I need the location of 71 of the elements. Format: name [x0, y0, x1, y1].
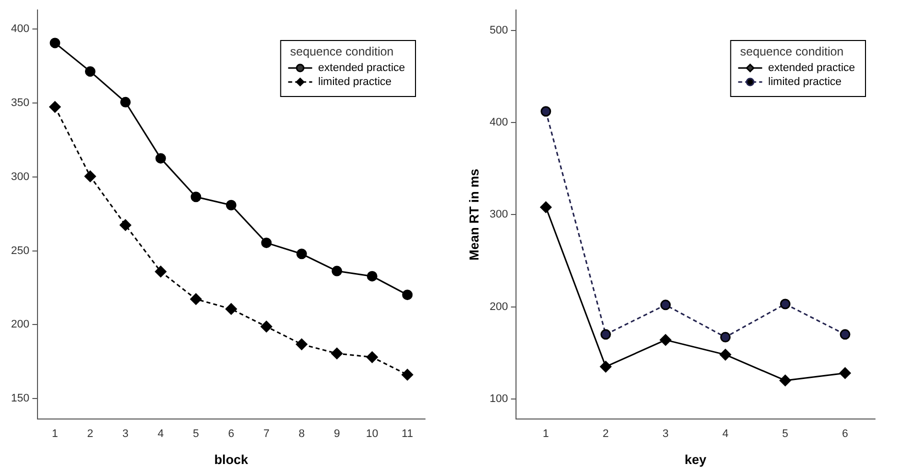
point [402, 290, 413, 300]
x-axis-title: key [684, 452, 708, 467]
point [332, 266, 342, 276]
point [402, 368, 414, 380]
legend-title: sequence condition [740, 44, 844, 58]
point [84, 66, 96, 77]
legend-title: sequence condition [290, 44, 394, 58]
point [120, 96, 131, 108]
point [190, 293, 202, 305]
y-tick-label: 200 [10, 318, 30, 331]
y-tick-label: 350 [10, 97, 30, 110]
point [120, 219, 132, 231]
x-tick-label: 9 [334, 428, 340, 440]
legend-label: extended practice [768, 62, 856, 74]
legend-label: limited practice [768, 76, 842, 88]
point [720, 332, 731, 342]
point [331, 348, 343, 360]
point [540, 201, 552, 213]
y-tick-label: 150 [10, 392, 30, 405]
point [366, 270, 378, 282]
y-tick-label: 400 [10, 23, 30, 36]
legend-label: extended practice [318, 62, 406, 74]
x-tick-label: 11 [402, 428, 414, 440]
x-tick-label: 3 [122, 428, 129, 440]
y-tick-label: 250 [10, 244, 30, 257]
y-tick-label: 200 [490, 300, 508, 313]
point [49, 101, 61, 113]
x-tick-label: 2 [87, 428, 94, 440]
x-tick-label: 8 [298, 428, 305, 440]
point [296, 248, 307, 260]
x-tick-label: 4 [158, 428, 164, 440]
y-tick-label: 500 [490, 24, 508, 36]
x-tick-label: 2 [602, 428, 609, 440]
x-tick-label: 6 [842, 428, 848, 440]
point [839, 367, 851, 379]
x-tick-label: 4 [722, 428, 728, 440]
point [600, 329, 611, 340]
point [50, 38, 60, 48]
x-axis-title: block [214, 452, 249, 467]
point [155, 153, 166, 164]
point [779, 374, 791, 386]
x-tick-label: 1 [52, 428, 58, 440]
point [720, 348, 732, 360]
point [780, 298, 790, 310]
y-tick-label: 400 [490, 116, 508, 128]
x-tick-label: 6 [228, 428, 234, 440]
x-tick-label: 5 [782, 428, 788, 440]
point [84, 170, 96, 182]
x-tick-label: 10 [366, 428, 378, 440]
y-tick-label: 300 [10, 170, 30, 183]
point [660, 334, 672, 346]
x-tick-label: 1 [542, 428, 549, 440]
point [154, 266, 166, 278]
point [840, 329, 850, 340]
point [540, 106, 552, 117]
point [600, 360, 612, 372]
y-tick-label: 100 [490, 392, 508, 405]
point [660, 300, 671, 310]
point [260, 320, 272, 332]
point [296, 338, 308, 350]
legend-label: limited practice [318, 76, 392, 88]
point [261, 238, 272, 248]
point [226, 200, 236, 210]
x-tick-label: 7 [263, 428, 270, 440]
x-tick-label: 3 [662, 428, 669, 440]
x-tick-label: 5 [192, 428, 199, 440]
y-axis-title: Mean RT in ms [466, 168, 482, 260]
point [366, 351, 378, 363]
point [190, 192, 202, 202]
point [225, 303, 237, 315]
y-tick-label: 300 [490, 208, 508, 221]
